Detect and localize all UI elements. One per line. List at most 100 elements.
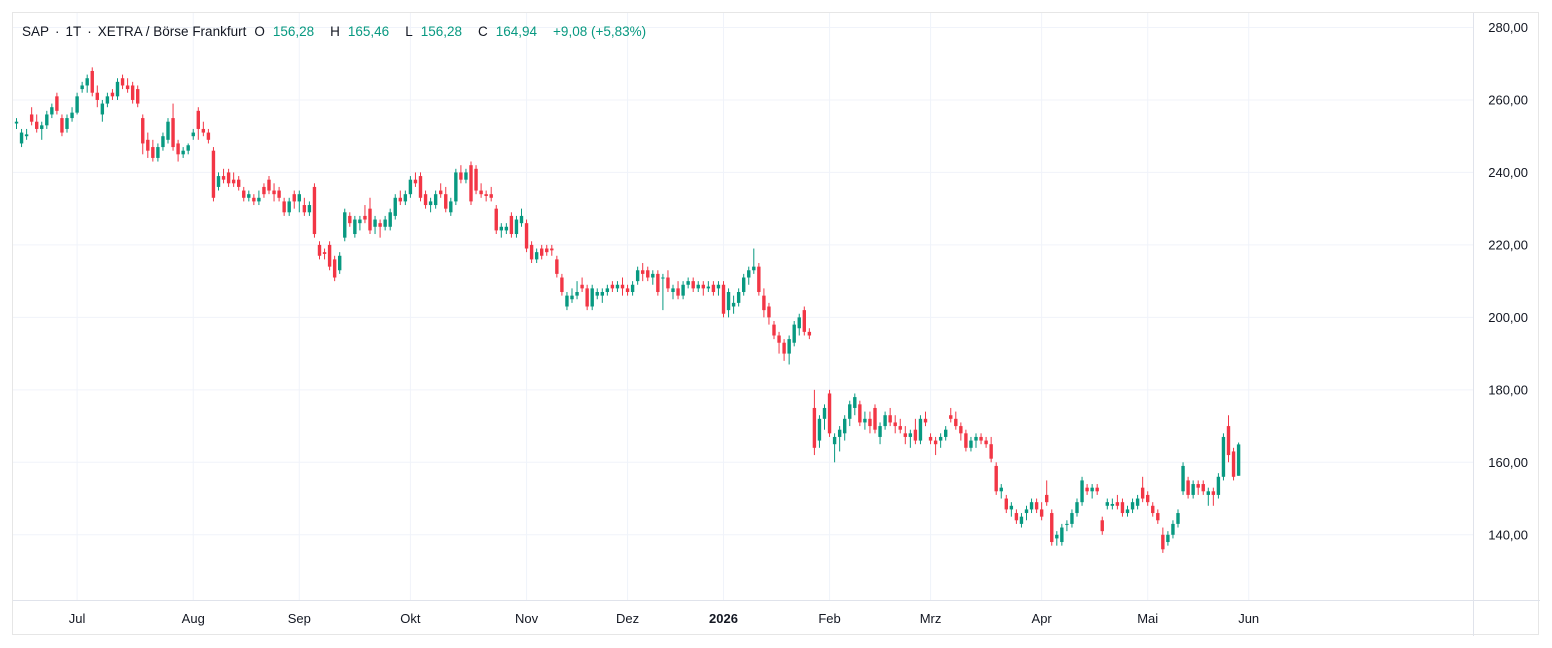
candle-up[interactable]	[19, 128, 24, 148]
candle-up[interactable]	[575, 281, 579, 300]
candle-down[interactable]	[494, 205, 498, 235]
candle-down[interactable]	[949, 407, 953, 423]
candle-down[interactable]	[666, 270, 670, 293]
candle-down[interactable]	[1231, 447, 1236, 481]
candle-down[interactable]	[560, 273, 564, 296]
candle-down[interactable]	[994, 462, 998, 495]
candle-up[interactable]	[615, 281, 620, 293]
candle-up[interactable]	[1216, 473, 1221, 499]
candle-up[interactable]	[373, 215, 377, 235]
candle-down[interactable]	[923, 411, 928, 427]
candle-up[interactable]	[105, 92, 110, 108]
candle-down[interactable]	[964, 429, 968, 452]
candle-down[interactable]	[201, 121, 206, 137]
candle-up[interactable]	[1181, 462, 1185, 495]
candle-down[interactable]	[110, 89, 115, 100]
candle-down[interactable]	[368, 197, 372, 235]
candle-down[interactable]	[90, 67, 94, 97]
candle-up[interactable]	[1075, 498, 1079, 517]
candle-down[interactable]	[989, 436, 993, 463]
candle-up[interactable]	[797, 313, 801, 336]
candle-up[interactable]	[605, 284, 610, 296]
candle-down[interactable]	[469, 161, 473, 206]
candle-up[interactable]	[938, 433, 943, 448]
candle-down[interactable]	[984, 436, 988, 448]
candle-down[interactable]	[322, 248, 327, 260]
candle-up[interactable]	[100, 99, 105, 122]
candle-down[interactable]	[439, 183, 443, 198]
candle-up[interactable]	[832, 433, 837, 463]
candle-up[interactable]	[590, 284, 594, 311]
candle-up[interactable]	[534, 248, 539, 264]
candle-up[interactable]	[383, 215, 387, 231]
candle-up[interactable]	[1060, 523, 1064, 546]
candle-down[interactable]	[60, 114, 64, 137]
candle-down[interactable]	[757, 263, 761, 296]
candle-down[interactable]	[529, 241, 534, 264]
candle-down[interactable]	[1095, 484, 1099, 495]
candle-down[interactable]	[35, 114, 39, 133]
candle-up[interactable]	[191, 128, 195, 140]
candle-down[interactable]	[151, 139, 155, 162]
candle-up[interactable]	[863, 411, 867, 430]
candle-up[interactable]	[499, 223, 503, 238]
candle-up[interactable]	[706, 281, 711, 293]
candle-down[interactable]	[721, 281, 726, 318]
candle-down[interactable]	[827, 389, 832, 437]
candle-down[interactable]	[540, 244, 544, 260]
candle-down[interactable]	[979, 433, 983, 445]
candle-down[interactable]	[893, 415, 897, 434]
candle-down[interactable]	[610, 281, 615, 293]
candle-up[interactable]	[287, 197, 291, 216]
candle-down[interactable]	[1039, 502, 1044, 521]
candle-up[interactable]	[1029, 498, 1034, 514]
candle-up[interactable]	[1105, 498, 1109, 510]
candle-down[interactable]	[1050, 509, 1054, 546]
candle-down[interactable]	[1146, 491, 1150, 506]
candle-down[interactable]	[933, 436, 938, 456]
candle-up[interactable]	[570, 288, 574, 303]
candle-down[interactable]	[1201, 480, 1205, 495]
candle-up[interactable]	[1009, 502, 1014, 517]
candle-down[interactable]	[277, 186, 281, 202]
candle-down[interactable]	[262, 183, 266, 198]
candle-down[interactable]	[767, 302, 771, 325]
candle-up[interactable]	[358, 215, 362, 231]
candle-down[interactable]	[1085, 484, 1089, 495]
candle-up[interactable]	[1065, 520, 1069, 532]
candle-down[interactable]	[317, 241, 322, 260]
candle-up[interactable]	[50, 103, 54, 119]
candle-up[interactable]	[166, 118, 170, 144]
candle-down[interactable]	[55, 92, 59, 115]
candle-down[interactable]	[348, 212, 352, 227]
candle-down[interactable]	[231, 172, 236, 187]
candle-up[interactable]	[65, 114, 69, 133]
candle-down[interactable]	[484, 190, 488, 202]
candle-down[interactable]	[1156, 509, 1160, 524]
candle-up[interactable]	[1019, 513, 1024, 528]
candle-down[interactable]	[762, 288, 766, 318]
candle-up[interactable]	[696, 281, 700, 293]
candle-down[interactable]	[555, 255, 559, 278]
candle-down[interactable]	[130, 81, 135, 104]
candle-down[interactable]	[418, 172, 423, 202]
candles[interactable]	[14, 67, 1241, 553]
candle-down[interactable]	[267, 176, 271, 195]
candle-down[interactable]	[423, 190, 428, 209]
candle-down[interactable]	[327, 241, 332, 271]
candle-up[interactable]	[1176, 509, 1180, 528]
candle-up[interactable]	[716, 281, 721, 296]
candle-up[interactable]	[454, 168, 458, 206]
candle-up[interactable]	[428, 197, 433, 213]
candle-up[interactable]	[40, 121, 44, 140]
candle-down[interactable]	[625, 284, 630, 296]
candle-up[interactable]	[297, 190, 301, 213]
candle-down[interactable]	[959, 422, 963, 441]
candle-down[interactable]	[196, 107, 200, 140]
candle-down[interactable]	[211, 147, 216, 202]
candle-down[interactable]	[868, 411, 872, 434]
candle-down[interactable]	[701, 281, 705, 296]
candle-up[interactable]	[736, 288, 741, 307]
candle-up[interactable]	[1024, 505, 1029, 521]
candle-down[interactable]	[398, 190, 402, 206]
